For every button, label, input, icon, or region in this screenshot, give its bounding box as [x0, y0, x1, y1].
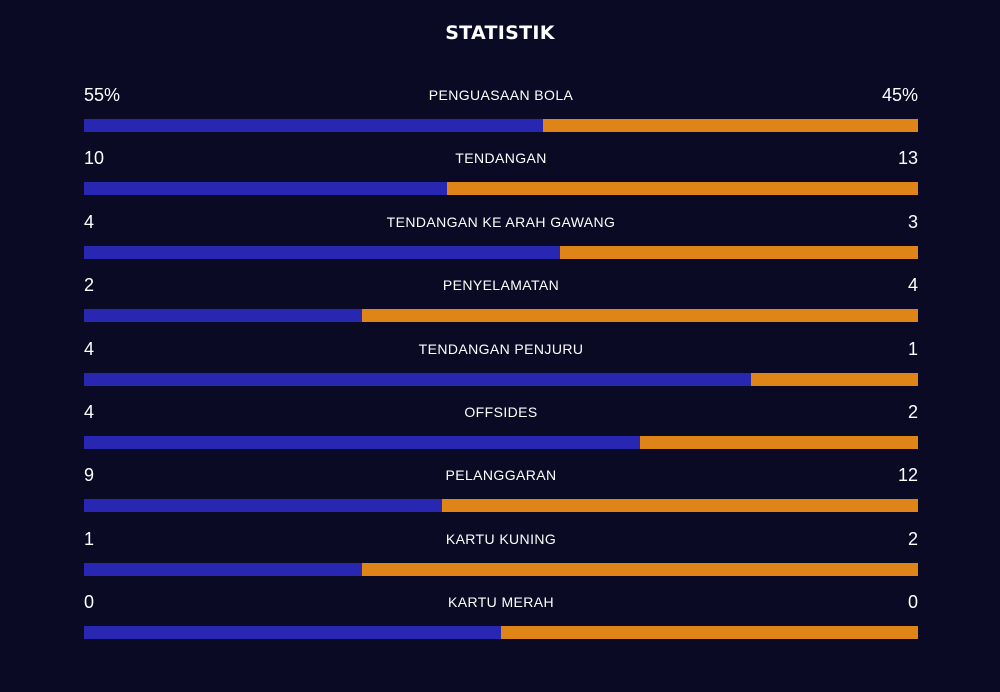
home-value: 10: [84, 148, 105, 169]
away-value: 2: [907, 528, 918, 549]
comparison-bar: [84, 245, 918, 259]
stat-row-yellow-cards: 1 KARTU KUNING 2: [84, 524, 918, 587]
away-bar-fill: [361, 562, 918, 576]
stats-list: 55% PENGUASAAN BOLA 45% 10 TENDANGAN 13 …: [84, 80, 918, 651]
away-value: 3: [907, 211, 918, 232]
comparison-bar: [84, 372, 918, 386]
stat-label: PENYELAMATAN: [442, 277, 560, 294]
comparison-bar: [84, 435, 918, 449]
stat-row-saves: 2 PENYELAMATAN 4: [84, 270, 918, 333]
stat-row-red-cards: 0 KARTU MERAH 0: [84, 587, 918, 650]
away-value: 12: [897, 465, 918, 486]
stat-label: KARTU MERAH: [447, 594, 555, 611]
stat-header: 4 TENDANGAN PENJURU 1: [84, 336, 918, 362]
home-bar-fill: [84, 499, 442, 513]
stat-header: 1 KARTU KUNING 2: [84, 526, 918, 552]
stat-header: 2 PENYELAMATAN 4: [84, 272, 918, 298]
away-bar-fill: [560, 245, 918, 259]
away-bar-fill: [542, 119, 918, 132]
stat-header: 4 TENDANGAN KE ARAH GAWANG 3: [84, 209, 918, 235]
comparison-bar: [84, 182, 918, 196]
away-value: 0: [907, 592, 918, 613]
away-value: 2: [907, 401, 918, 422]
stat-header: 4 OFFSIDES 2: [84, 399, 918, 425]
stat-row-ball-possession: 55% PENGUASAAN BOLA 45%: [84, 80, 918, 143]
away-bar-fill: [446, 182, 918, 196]
home-bar-fill: [84, 309, 362, 323]
comparison-bar: [84, 309, 918, 323]
away-bar-fill: [361, 309, 918, 323]
home-value: 4: [84, 338, 95, 359]
away-value: 1: [907, 338, 918, 359]
home-value: 9: [84, 465, 95, 486]
stat-row-corners: 4 TENDANGAN PENJURU 1: [84, 334, 918, 397]
stat-label: PELANGGARAN: [445, 467, 557, 484]
page-title: STATISTIK: [445, 22, 555, 44]
away-value: 4: [907, 275, 918, 296]
home-value: 0: [84, 592, 95, 613]
stat-header: 0 KARTU MERAH 0: [84, 589, 918, 615]
stat-header: 9 PELANGGARAN 12: [84, 462, 918, 488]
home-bar-fill: [84, 562, 362, 576]
home-bar-fill: [84, 119, 543, 132]
away-bar-fill: [751, 372, 918, 386]
away-value: 13: [897, 148, 918, 169]
home-bar-fill: [84, 182, 447, 196]
away-bar-fill: [640, 435, 918, 449]
home-bar-fill: [84, 435, 641, 449]
comparison-bar: [84, 499, 918, 513]
home-bar-fill: [84, 372, 752, 386]
stat-header: 10 TENDANGAN 13: [84, 145, 918, 171]
home-value: 55%: [84, 85, 121, 105]
comparison-bar: [84, 626, 918, 640]
stat-label: PENGUASAAN BOLA: [428, 87, 574, 103]
stat-row-fouls: 9 PELANGGARAN 12: [84, 460, 918, 523]
away-bar-fill: [501, 626, 918, 640]
comparison-bar: [84, 119, 918, 132]
home-bar-fill: [84, 245, 561, 259]
stat-header: 55% PENGUASAAN BOLA 45%: [84, 82, 918, 108]
home-value: 4: [84, 211, 95, 232]
home-value: 2: [84, 275, 95, 296]
away-value: 45%: [881, 85, 918, 105]
away-bar-fill: [441, 499, 918, 513]
home-value: 4: [84, 401, 95, 422]
home-bar-fill: [84, 626, 501, 640]
stat-label: OFFSIDES: [464, 403, 538, 420]
stat-label: TENDANGAN PENJURU: [418, 340, 584, 357]
stat-label: KARTU KUNING: [445, 530, 557, 547]
stat-row-offsides: 4 OFFSIDES 2: [84, 397, 918, 460]
home-value: 1: [84, 528, 95, 549]
comparison-bar: [84, 562, 918, 576]
stat-row-shots-on-target: 4 TENDANGAN KE ARAH GAWANG 3: [84, 207, 918, 270]
stat-label: TENDANGAN KE ARAH GAWANG: [386, 213, 616, 230]
stat-label: TENDANGAN: [455, 150, 547, 167]
stat-row-shots: 10 TENDANGAN 13: [84, 143, 918, 206]
